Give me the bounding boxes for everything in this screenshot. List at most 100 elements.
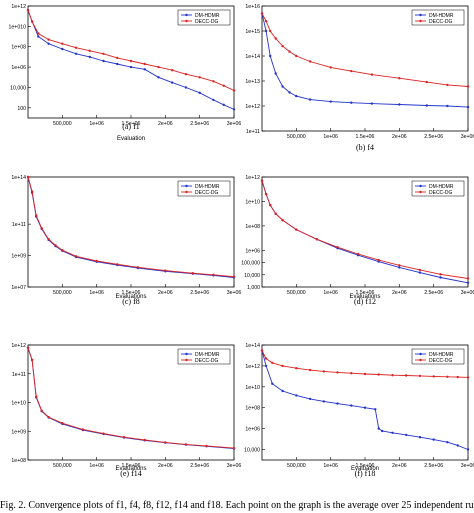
data-point-dm-hdmr xyxy=(264,364,268,368)
legend-marker xyxy=(419,352,422,356)
data-point-decc-dg xyxy=(322,370,325,373)
data-point-decc-dg xyxy=(336,246,339,249)
data-point-decc-dg xyxy=(274,37,277,40)
data-point-decc-dg xyxy=(116,56,119,60)
data-point-decc-dg xyxy=(74,255,78,258)
data-point-dm-hdmr xyxy=(288,91,291,94)
data-point-decc-dg xyxy=(281,364,284,368)
x-axis-label: Evaluation xyxy=(117,136,145,142)
data-point-decc-dg xyxy=(30,358,34,362)
data-point-dm-hdmr xyxy=(281,85,284,88)
x-tick-label: 1.5e+06 xyxy=(356,463,375,469)
x-tick-label: 1e+06 xyxy=(89,463,104,469)
chart-panel-5: 1e+12 1e+11 1e+10 1e+09 1e+08 500,000 1e+06 1.5… xyxy=(11,343,241,478)
data-point-decc-dg xyxy=(391,374,394,377)
data-point-dm-hdmr xyxy=(269,54,272,58)
legend-marker xyxy=(419,19,422,23)
data-point-decc-dg xyxy=(88,49,92,52)
y-tick-label: 1e+12 xyxy=(11,343,26,349)
data-point-dm-hdmr xyxy=(74,52,78,55)
data-point-dm-hdmr xyxy=(184,86,188,89)
data-point-decc-dg xyxy=(40,227,43,230)
x-tick-label: 1.5e+06 xyxy=(122,121,141,127)
x-tick-label: 500,000 xyxy=(53,463,72,469)
series-line-decc-dg xyxy=(27,9,235,91)
x-axis-label: Evaluation xyxy=(351,466,379,472)
y-tick-label: 10,000 xyxy=(244,448,260,454)
data-point-decc-dg xyxy=(466,376,470,379)
data-point-decc-dg xyxy=(47,415,50,419)
data-point-decc-dg xyxy=(47,38,50,41)
data-point-dm-hdmr xyxy=(418,436,422,439)
legend-label: DECC-DG xyxy=(195,19,218,25)
chart-panel-1: 1e+12 1e+010 1e+08 1e+06 10,000 100 500,000 1e+… xyxy=(9,4,242,142)
legend-label: DECC-DG xyxy=(195,190,218,196)
data-point-decc-dg xyxy=(295,228,298,231)
data-point-decc-dg xyxy=(269,29,272,33)
data-point-decc-dg xyxy=(116,263,119,266)
y-tick-label: 1e+08 xyxy=(11,45,26,51)
data-point-dm-hdmr xyxy=(381,429,384,433)
data-point-decc-dg xyxy=(184,73,188,76)
data-point-dm-hdmr xyxy=(274,72,277,75)
y-tick-label: 1e+14 xyxy=(245,343,260,349)
data-point-decc-dg xyxy=(157,65,160,69)
legend-marker xyxy=(419,358,422,362)
x-axis-label: Evaluations xyxy=(349,294,380,300)
data-point-decc-dg xyxy=(61,422,64,425)
subfigure-label: (c) f8 xyxy=(122,297,140,306)
y-tick-label: 1e+08 xyxy=(245,406,260,412)
data-point-decc-dg xyxy=(136,266,140,269)
y-tick-label: 1e+16 xyxy=(245,4,260,10)
y-tick-label: 1e+15 xyxy=(245,29,260,35)
data-point-decc-dg xyxy=(363,372,367,376)
data-point-decc-dg xyxy=(329,66,332,69)
subfigure-label: (e) f14 xyxy=(120,469,142,478)
data-point-decc-dg xyxy=(184,443,188,446)
y-tick-label: 100 xyxy=(17,106,26,112)
data-point-dm-hdmr xyxy=(466,448,470,451)
y-tick-label: 100,000 xyxy=(241,261,260,267)
legend-label: DM-HDMR xyxy=(195,352,220,358)
legend-label: DECC-DG xyxy=(429,19,452,25)
data-point-dm-hdmr xyxy=(212,98,215,102)
chart-panel-4: 1e+12 1e+10 1e+08 1e+06 100,000 10,000 1,000 50… xyxy=(241,175,474,306)
x-tick-label: 500,000 xyxy=(287,134,306,140)
y-tick-label: 1e+14 xyxy=(11,175,26,181)
data-point-dm-hdmr xyxy=(370,102,374,105)
x-tick-label: 2.5e+06 xyxy=(424,134,443,140)
x-tick-label: 1e+06 xyxy=(89,290,104,296)
data-point-decc-dg xyxy=(288,50,291,53)
x-tick-label: 1.5e+06 xyxy=(122,463,141,469)
data-point-decc-dg xyxy=(35,214,38,217)
data-point-decc-dg xyxy=(350,372,353,375)
y-tick-label: 1e+11 xyxy=(12,372,26,378)
legend-marker xyxy=(185,184,188,188)
legend-marker xyxy=(185,352,188,356)
data-point-dm-hdmr xyxy=(143,68,146,71)
data-point-decc-dg xyxy=(260,12,264,15)
series-line-decc-dg xyxy=(27,347,235,449)
data-point-dm-hdmr xyxy=(391,431,394,434)
data-point-dm-hdmr xyxy=(88,55,92,59)
data-point-decc-dg xyxy=(425,80,428,84)
y-tick-label: 1e+11 xyxy=(12,222,26,228)
y-tick-label: 1e+10 xyxy=(11,401,26,407)
legend-label: DECC-DG xyxy=(429,190,452,196)
data-point-decc-dg xyxy=(446,375,449,378)
y-tick-label: 1e+13 xyxy=(245,79,260,85)
y-tick-label: 1e+12 xyxy=(245,175,260,181)
data-point-decc-dg xyxy=(315,238,319,241)
data-point-decc-dg xyxy=(264,357,268,360)
data-point-decc-dg xyxy=(264,19,268,23)
data-point-dm-hdmr xyxy=(446,104,449,108)
data-point-dm-hdmr xyxy=(425,104,428,107)
x-tick-label: 2e+06 xyxy=(158,121,173,127)
data-point-decc-dg xyxy=(171,69,174,72)
data-point-dm-hdmr xyxy=(116,62,119,66)
data-point-dm-hdmr xyxy=(232,108,236,111)
data-point-decc-dg xyxy=(418,374,422,378)
